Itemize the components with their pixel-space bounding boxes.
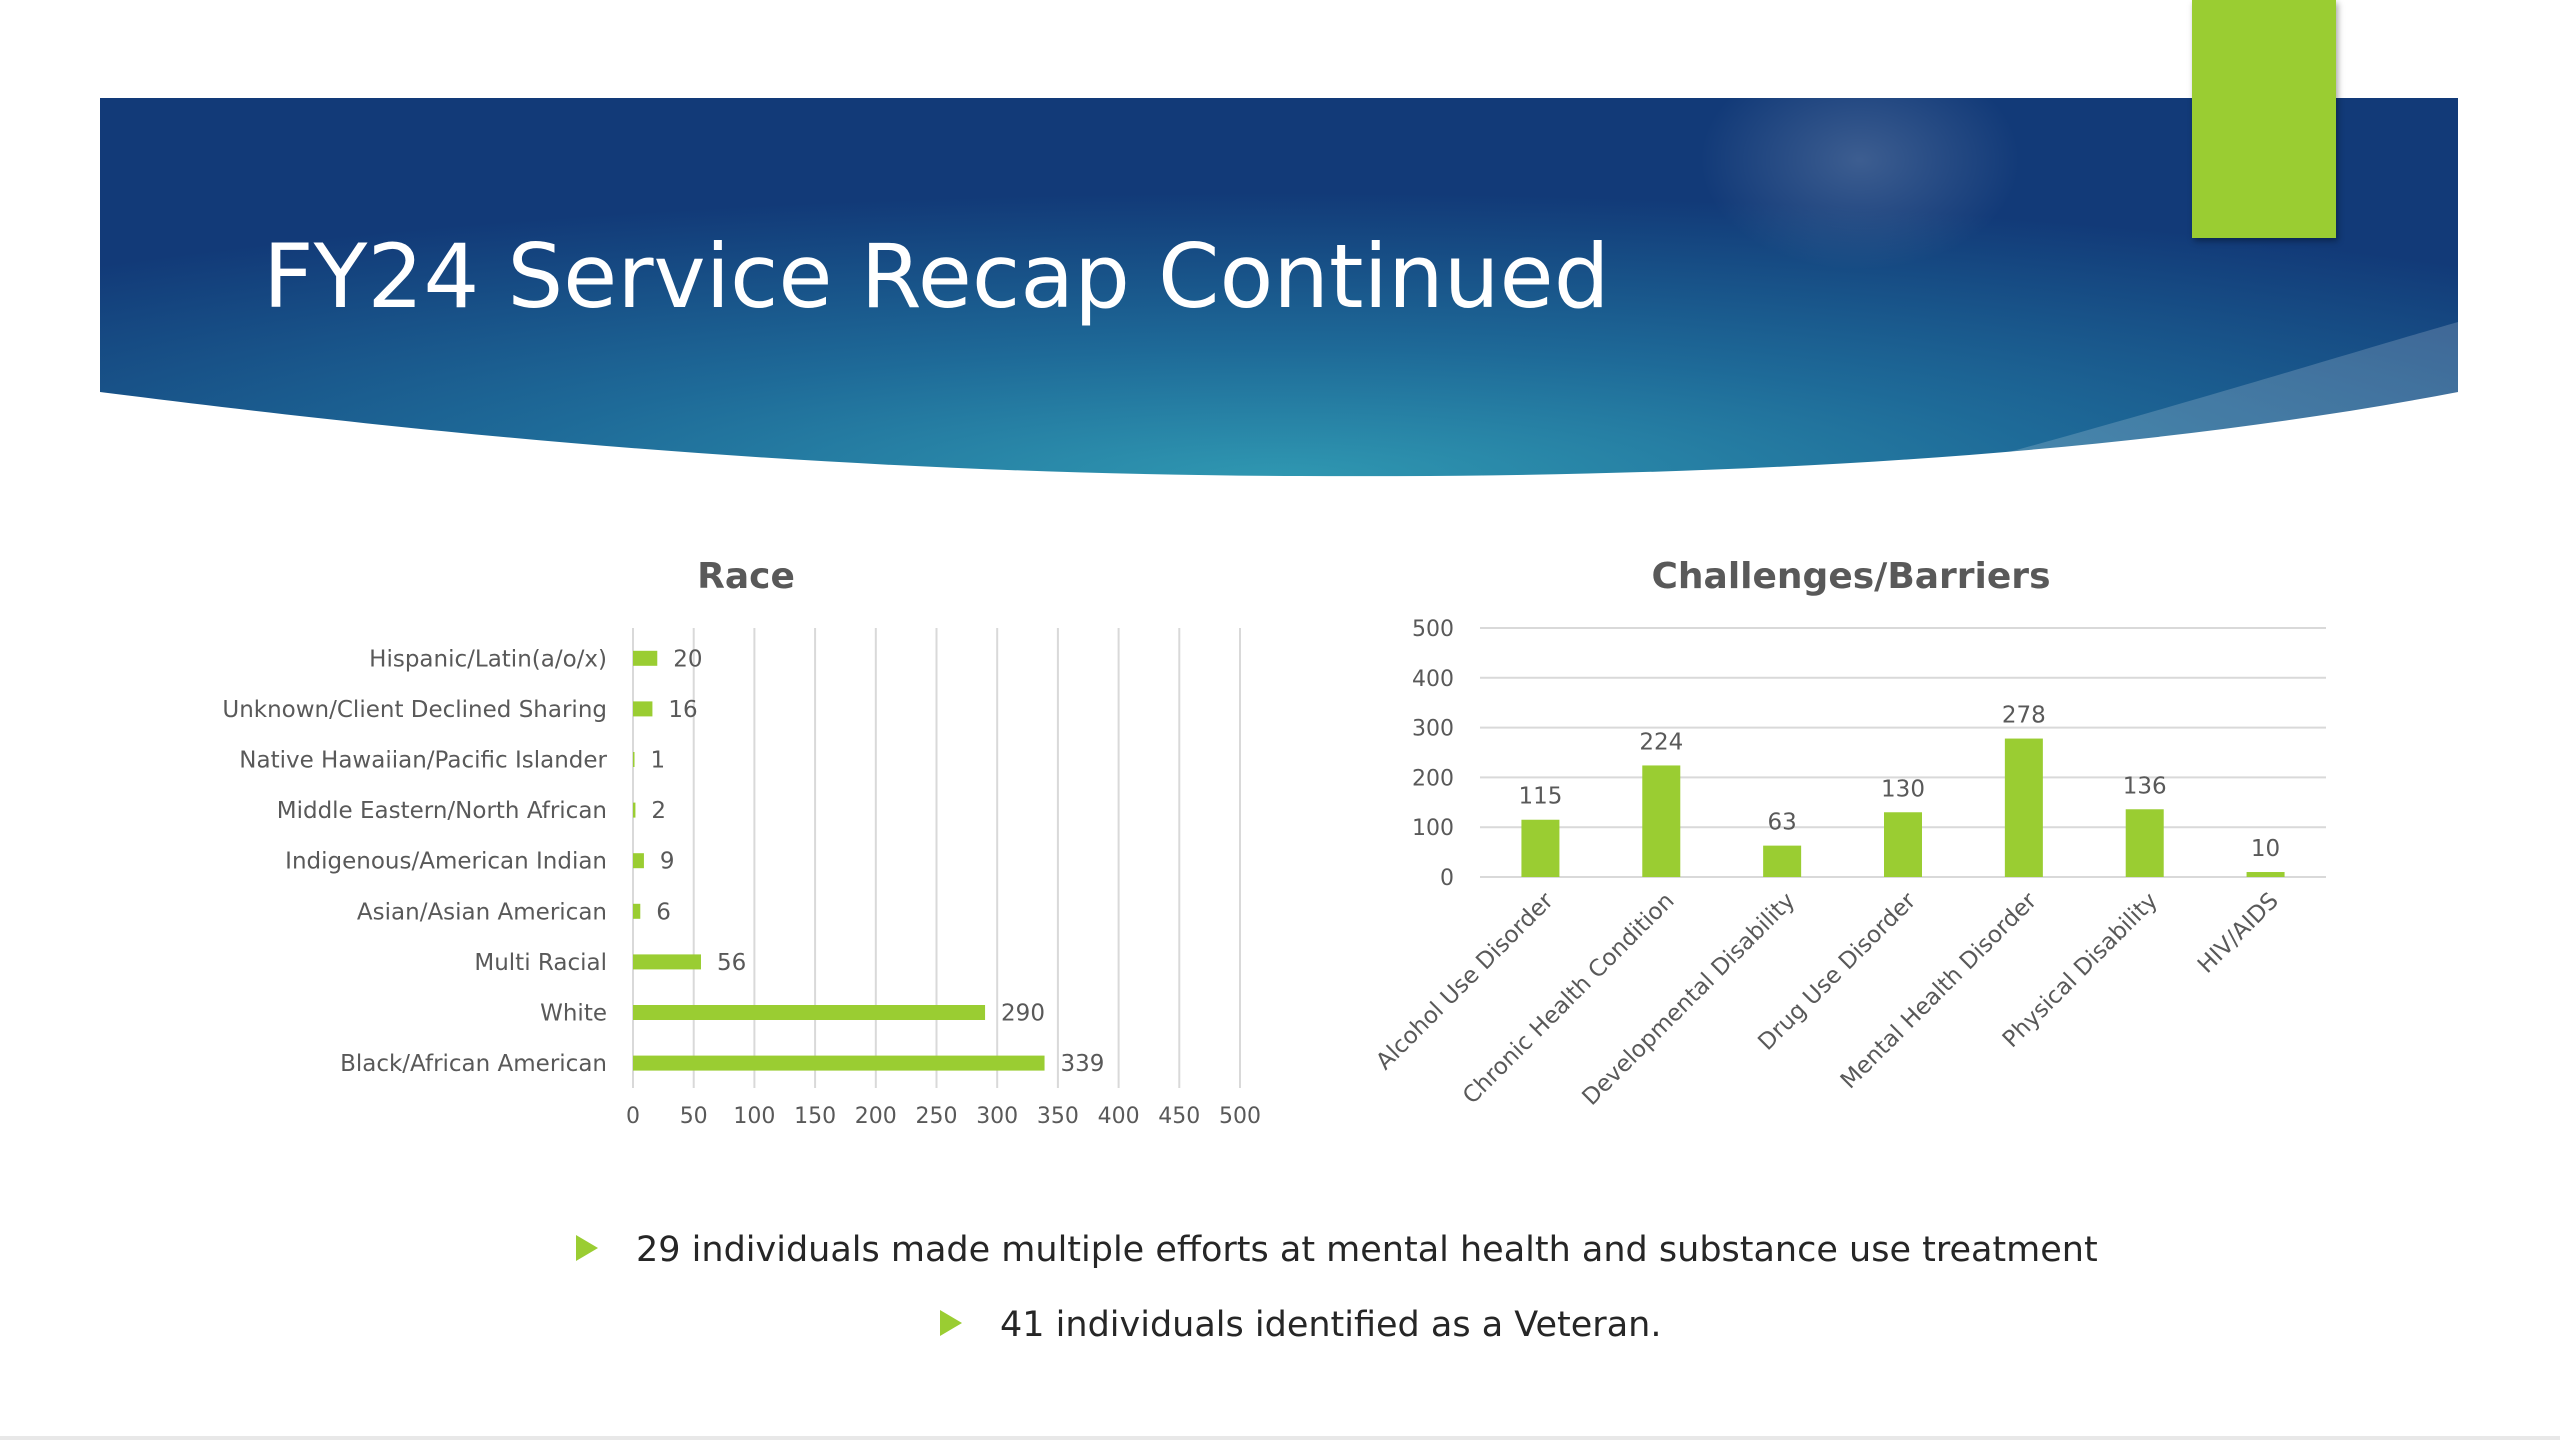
challenges-bar: [2125, 809, 2164, 877]
race-data-label: 2: [651, 798, 666, 824]
challenges-data-label: 115: [1518, 784, 1562, 810]
challenges-chart-title: Challenges/Barriers: [1651, 556, 2050, 597]
race-x-tick-label: 150: [794, 1104, 836, 1129]
challenges-bar: [1763, 845, 1802, 877]
race-bar: [633, 650, 658, 666]
challenges-bar: [1521, 819, 1560, 877]
race-x-tick-label: 400: [1098, 1104, 1140, 1129]
title-banner: [100, 50, 2458, 477]
race-x-tick-label: 350: [1037, 1104, 1079, 1129]
race-category-label: Hispanic/Latin(a/o/x): [369, 646, 607, 672]
bullet-text: 29 individuals made multiple efforts at …: [636, 1230, 2098, 1270]
race-x-tick-label: 0: [626, 1104, 640, 1129]
race-category-label: Black/African American: [340, 1051, 607, 1077]
slide-bottom-rule: [0, 1436, 2560, 1440]
race-x-tick-label: 200: [855, 1104, 897, 1129]
race-category-label: White: [540, 1001, 607, 1027]
race-chart-title: Race: [697, 556, 795, 597]
race-x-tick-label: 100: [733, 1104, 775, 1129]
challenges-category-label: Developmental Disability: [1577, 888, 1800, 1111]
challenges-bar: [2246, 872, 2285, 877]
race-category-label: Unknown/Client Declined Sharing: [222, 697, 607, 723]
race-category-label: Native Hawaiian/Pacific Islander: [239, 748, 607, 774]
challenges-category-label: Chronic Health Condition: [1458, 888, 1679, 1109]
race-bar: [633, 954, 701, 970]
accent-tab: [2192, 0, 2336, 238]
challenges-data-label: 130: [1881, 776, 1925, 802]
race-data-label: 339: [1061, 1051, 1105, 1077]
challenges-y-tick-label: 300: [1412, 717, 1454, 742]
race-x-tick-label: 250: [916, 1104, 958, 1129]
race-category-label: Indigenous/American Indian: [285, 849, 607, 875]
slide-title: FY24 Service Recap Continued: [263, 225, 1610, 328]
challenges-data-label: 136: [2123, 773, 2167, 799]
challenges-bar: [2004, 738, 2043, 877]
bullet-item-veteran: 41 individuals identified as a Veteran.: [940, 1305, 1661, 1345]
challenges-y-tick-label: 400: [1412, 667, 1454, 692]
race-bar: [633, 701, 653, 717]
challenges-category-label: Mental Health Disorder: [1836, 887, 2043, 1094]
challenges-data-label: 63: [1768, 810, 1797, 836]
race-category-label: Asian/Asian American: [357, 899, 607, 925]
challenges-data-label: 278: [2002, 703, 2046, 729]
race-data-label: 56: [717, 950, 746, 976]
bullet-arrow-icon: [940, 1310, 962, 1336]
challenges-bar: [1884, 812, 1922, 877]
challenges-data-label: 224: [1639, 729, 1683, 755]
race-bar: [633, 752, 635, 767]
race-data-label: 1: [651, 748, 666, 774]
challenges-bar: [1642, 765, 1681, 877]
challenges-y-tick-label: 500: [1412, 617, 1454, 642]
race-bar: [633, 1005, 986, 1020]
race-data-label: 6: [656, 899, 671, 925]
challenges-y-tick-label: 0: [1440, 866, 1454, 891]
bullet-arrow-icon: [576, 1235, 598, 1261]
bullet-text: 41 individuals identified as a Veteran.: [1000, 1305, 1662, 1345]
race-x-tick-label: 450: [1158, 1104, 1200, 1129]
challenges-category-label: HIV/AIDS: [2193, 888, 2284, 979]
race-bar: [633, 1055, 1045, 1071]
challenges-data-label: 10: [2251, 836, 2280, 862]
race-x-tick-label: 50: [680, 1104, 708, 1129]
bullet-item-treatment: 29 individuals made multiple efforts at …: [576, 1230, 2098, 1270]
race-category-label: Multi Racial: [474, 950, 607, 976]
race-data-label: 20: [673, 646, 702, 672]
race-bar: [633, 903, 641, 919]
race-x-tick-label: 300: [976, 1104, 1018, 1129]
race-x-tick-label: 500: [1219, 1104, 1261, 1129]
race-data-label: 16: [668, 697, 697, 723]
race-data-label: 9: [660, 849, 675, 875]
race-category-label: Middle Eastern/North African: [277, 798, 607, 824]
challenges-y-tick-label: 200: [1412, 766, 1454, 791]
race-bar: [633, 802, 636, 818]
race-data-label: 290: [1001, 1001, 1045, 1027]
challenges-y-tick-label: 100: [1412, 816, 1454, 841]
race-bar: [633, 853, 644, 869]
